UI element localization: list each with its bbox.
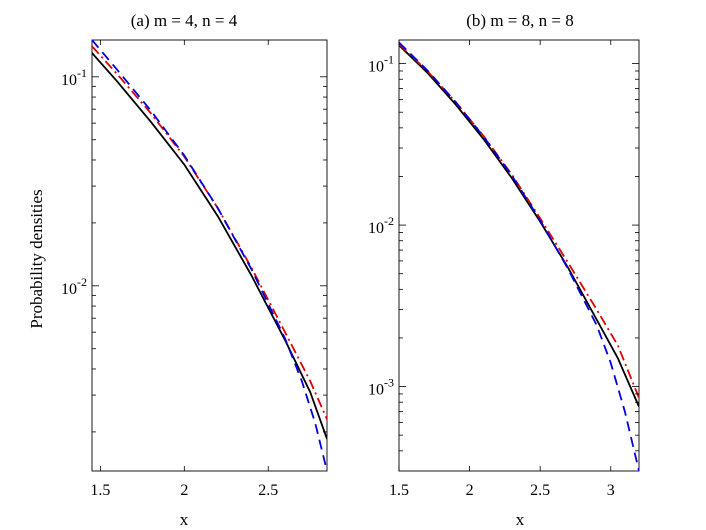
panel-a-y-tick-label: 10-1 xyxy=(61,66,87,89)
panel-a-x-tick-label: 2.5 xyxy=(258,482,278,499)
panel-a-y-tick-label: 10-2 xyxy=(61,275,87,298)
panel-a: (a) m = 4, n = 4 x Probability densities… xyxy=(27,11,328,529)
panel-b: (b) m = 8, n = 8 x 1.5 2 2.5 3 10-3 10-2 10-1 xyxy=(368,11,640,529)
panel-a-title: (a) m = 4, n = 4 xyxy=(131,11,238,30)
panel-b-axes-frame xyxy=(398,39,640,472)
panel-b-x-tick-label: 3 xyxy=(607,482,615,499)
panel-b-y-tick-label: 10-3 xyxy=(368,376,394,399)
panel-b-y-tick-label: 10-2 xyxy=(368,214,394,237)
panel-a-series-solid-line xyxy=(92,52,327,440)
panel-b-y-tick-label: 10-1 xyxy=(368,53,394,76)
panel-a-series-dashed-line xyxy=(92,40,327,471)
panel-b-series-dashdot-line xyxy=(399,43,639,399)
panel-b-title: (b) m = 8, n = 8 xyxy=(466,11,573,30)
panel-b-x-tick-label: 2.5 xyxy=(530,482,550,499)
panel-b-x-axis-label: x xyxy=(516,510,525,529)
panel-a-x-tick-label: 1.5 xyxy=(90,482,110,499)
panel-b-series-dashed-line xyxy=(399,41,639,471)
panel-b-x-tick-label: 1.5 xyxy=(389,482,409,499)
panel-a-series-dashdot-line xyxy=(92,45,327,420)
panel-a-y-axis-label: Probability densities xyxy=(27,189,46,328)
panel-b-series-solid-line xyxy=(399,44,639,408)
panel-a-x-axis-label: x xyxy=(180,510,189,529)
panel-a-x-tick-label: 2 xyxy=(180,482,188,499)
panel-b-x-tick-label: 2 xyxy=(466,482,474,499)
panel-a-axes-frame xyxy=(91,39,328,472)
